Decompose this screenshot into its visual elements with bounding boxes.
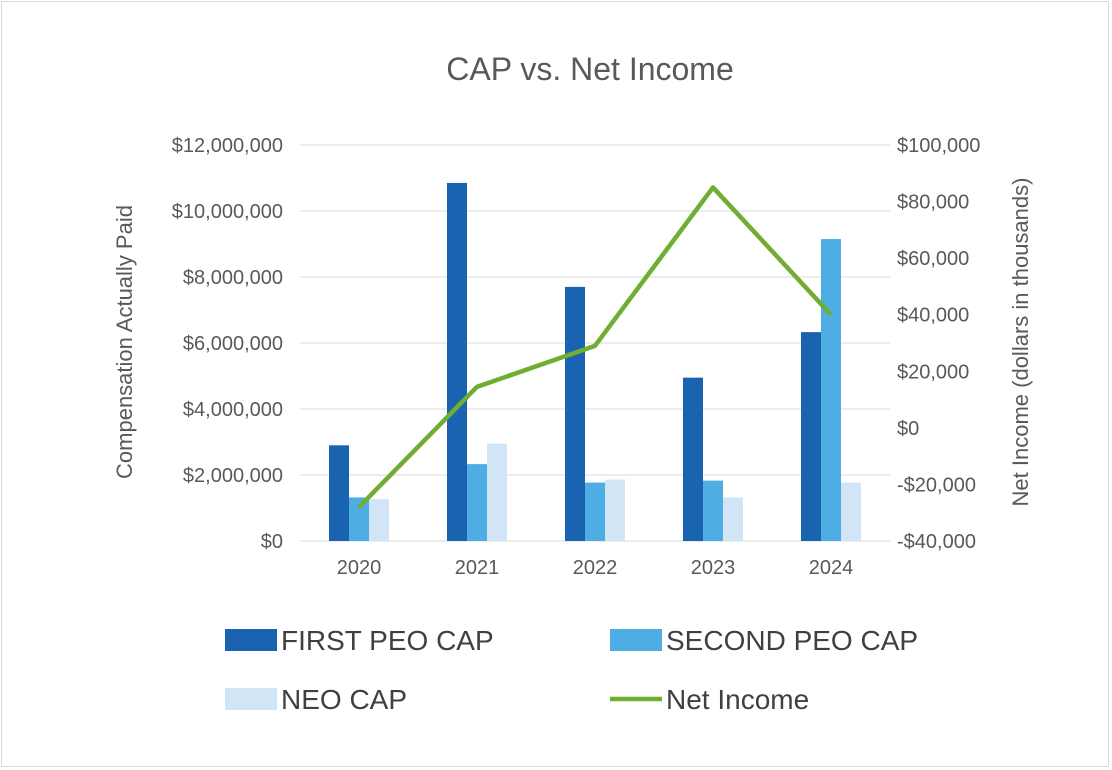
y2-tick-label: $40,000	[897, 305, 969, 327]
y2-tick-label: $20,000	[897, 361, 969, 383]
legend-swatch-first-peo-cap	[225, 629, 277, 651]
bar-second-peo-cap	[585, 482, 605, 541]
y2-tick-label: $60,000	[897, 248, 969, 270]
y2-tick-label: $0	[897, 418, 919, 440]
net-income-line	[357, 185, 833, 509]
bar-second-peo-cap	[703, 480, 723, 541]
bar-neo-cap	[723, 497, 743, 541]
bar-neo-cap	[841, 482, 861, 541]
x-axis-ticks: 2020 2021 2022 2023 2024	[337, 557, 854, 579]
x-tick-label: 2024	[809, 557, 854, 579]
legend-label: NEO CAP	[281, 684, 407, 715]
y-tick-label: $2,000,000	[183, 465, 283, 487]
chart-title: CAP vs. Net Income	[446, 51, 734, 87]
bar-first-peo-cap	[683, 377, 703, 541]
bar-first-peo-cap	[565, 286, 585, 541]
y-tick-label: $0	[261, 531, 283, 553]
bar-neo-cap	[487, 443, 507, 541]
bar-second-peo-cap	[467, 464, 487, 541]
bars	[329, 182, 861, 542]
x-tick-label: 2023	[691, 557, 736, 579]
y-axis-title: Compensation Actually Paid	[112, 205, 137, 479]
legend-swatch-second-peo-cap	[610, 629, 662, 651]
legend-label: FIRST PEO CAP	[281, 625, 494, 656]
legend-label: Net Income	[666, 684, 809, 715]
x-tick-label: 2021	[455, 557, 500, 579]
gridlines	[300, 144, 890, 542]
x-tick-label: 2022	[573, 557, 618, 579]
y-tick-label: $4,000,000	[183, 399, 283, 421]
bar-first-peo-cap	[801, 332, 821, 541]
y2-tick-label: -$40,000	[897, 531, 976, 553]
x-tick-label: 2020	[337, 557, 382, 579]
y-tick-label: $10,000,000	[172, 201, 283, 223]
legend-swatch-neo-cap	[225, 688, 277, 710]
right-axis-ticks: -$40,000 -$20,000 $0 $20,000 $40,000 $60,000 $…	[897, 135, 980, 553]
y-tick-label: $8,000,000	[183, 267, 283, 289]
legend-label: SECOND PEO CAP	[666, 625, 918, 656]
bar-neo-cap	[369, 499, 389, 541]
bar-first-peo-cap	[329, 445, 349, 541]
y2-tick-label: $80,000	[897, 192, 969, 214]
bar-second-peo-cap	[349, 497, 369, 541]
y2-axis-title: Net Income (dollars in thousands)	[1008, 178, 1033, 507]
y-tick-label: $12,000,000	[172, 135, 283, 157]
y2-tick-label: $100,000	[897, 135, 980, 157]
left-axis-ticks: $0 $2,000,000 $4,000,000 $6,000,000 $8,000,0…	[172, 135, 283, 553]
y2-tick-label: -$20,000	[897, 474, 976, 496]
bar-first-peo-cap	[447, 182, 467, 541]
bar-second-peo-cap	[821, 239, 841, 542]
legend: FIRST PEO CAP SECOND PEO CAP NEO CAP Net In…	[225, 625, 918, 715]
y-tick-label: $6,000,000	[183, 333, 283, 355]
bar-neo-cap	[605, 479, 625, 541]
net-income-line-group	[357, 185, 833, 509]
